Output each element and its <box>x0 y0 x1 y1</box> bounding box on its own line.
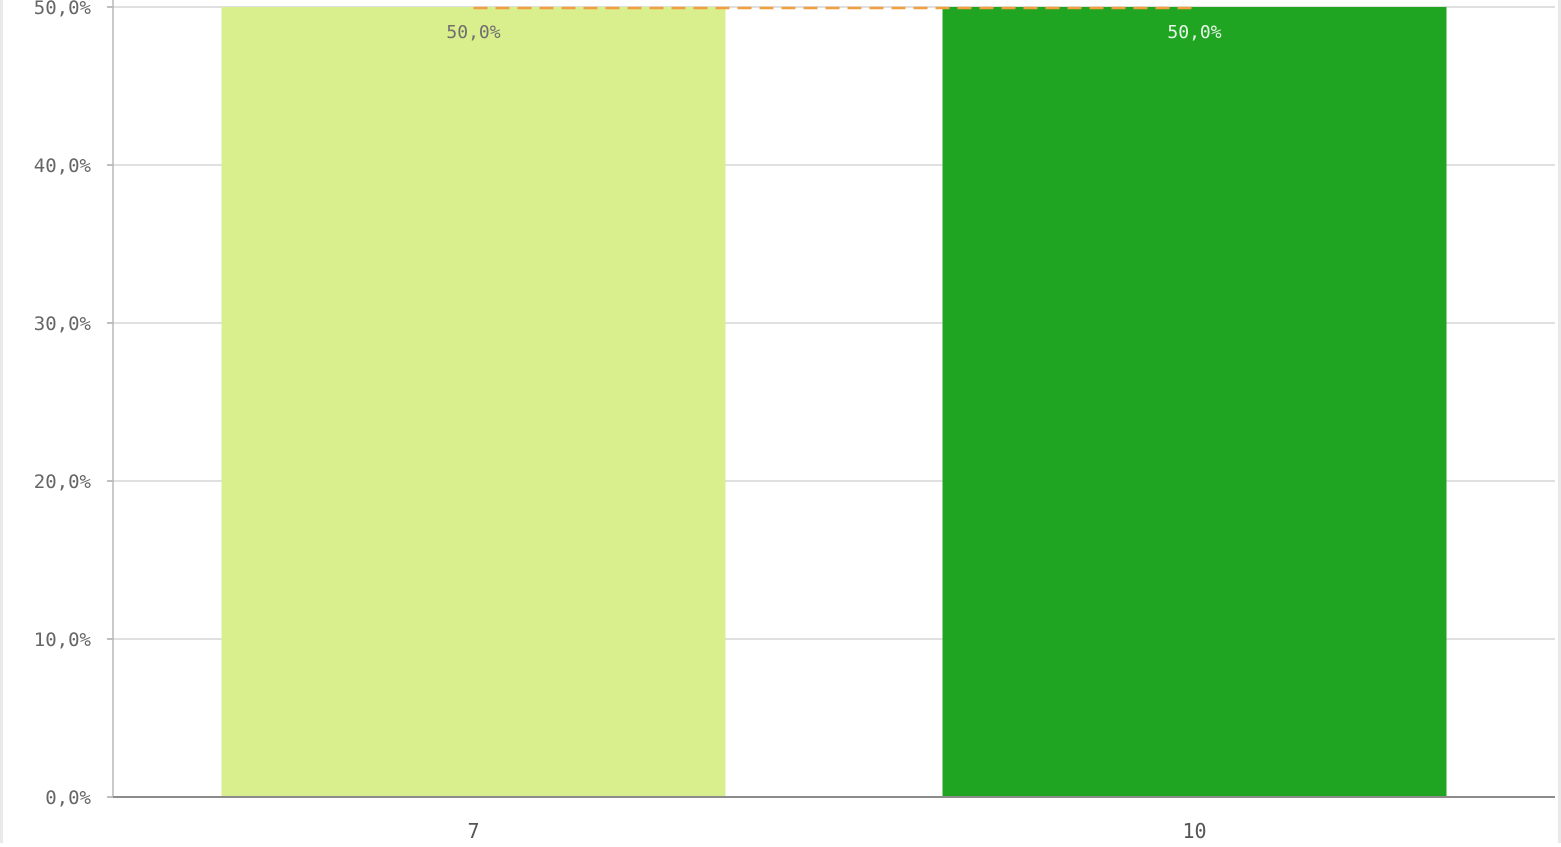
axes: 0,0% 10,0% 20,0% 30,0% 40,0% 50,0% 7 10 <box>34 0 1555 843</box>
y-tick-label: 50,0% <box>34 0 92 19</box>
y-tick-label: 10,0% <box>34 629 92 651</box>
y-tick-label: 20,0% <box>34 471 92 493</box>
bar <box>942 7 1447 797</box>
labels: 50,0% 50,0% <box>446 22 1221 43</box>
x-tick-label: 7 <box>467 819 479 843</box>
y-tick-label: 0,0% <box>45 787 91 809</box>
data-label: 50,0% <box>446 22 500 43</box>
chart-canvas: 0,0%10,0%20,0%30,0%40,0%50,0%7 10 50,0% 50… <box>34 0 1555 843</box>
y-tick-label: 40,0% <box>34 155 92 177</box>
x-tick-label: 10 <box>1182 819 1206 843</box>
y-tick-label: 30,0% <box>34 313 92 335</box>
data-label: 50,0% <box>1167 22 1221 43</box>
bars <box>221 7 1447 797</box>
bar <box>221 7 726 797</box>
